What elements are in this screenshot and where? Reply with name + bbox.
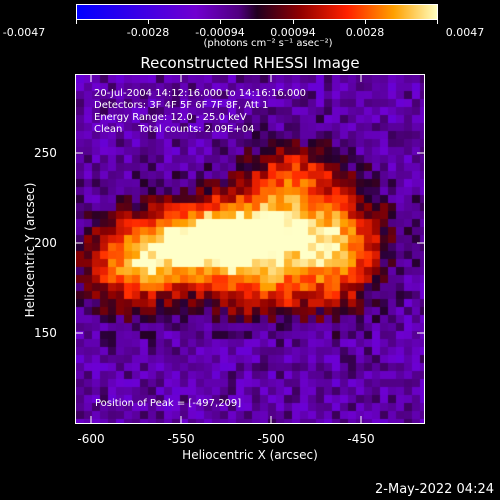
colorbar-tick — [148, 20, 149, 24]
footer-date: 2-May-2022 04:24 — [375, 482, 494, 497]
y-tick-label: 150 — [34, 326, 57, 340]
colorbar-label: -0.0047 — [2, 26, 46, 39]
colorbar-tick — [76, 20, 77, 24]
y-tick-label: 200 — [34, 236, 57, 250]
colorbar-tick — [220, 20, 221, 24]
heatmap-canvas — [76, 75, 424, 423]
image-title: Reconstructed RHESSI Image — [140, 54, 360, 72]
peak-position: Position of Peak = [-497,209] — [95, 398, 242, 409]
x-tick-label: -500 — [257, 432, 285, 446]
colorbar-label: -0.0028 — [126, 26, 170, 39]
colorbar — [76, 4, 438, 20]
colorbar-label: -0.00094 — [195, 26, 245, 39]
colorbar-tick — [437, 20, 438, 24]
info-energy-range: Energy Range: 12.0 - 25.0 keV — [94, 112, 247, 123]
y-axis-label: Heliocentric Y (arcsec) — [23, 182, 37, 318]
x-tick-label: -550 — [167, 432, 195, 446]
colorbar-tick — [293, 20, 294, 24]
info-counts: Clean Total counts: 2.09E+04 — [94, 124, 255, 135]
colorbar-tick — [365, 20, 366, 24]
info-detectors: Detectors: 3F 4F 5F 6F 7F 8F, Att 1 — [94, 100, 269, 111]
colorbar-label: 0.00094 — [270, 26, 316, 39]
info-time-range: 20-Jul-2004 14:12:16.000 to 14:16:16.000 — [94, 88, 306, 99]
colorbar-units: (photons cm⁻² s⁻¹ asec⁻²) — [203, 38, 333, 49]
colorbar-label: 0.0047 — [445, 26, 485, 39]
image-plot — [75, 74, 425, 424]
info-box: 20-Jul-2004 14:12:16.000 to 14:16:16.000… — [94, 88, 306, 136]
y-tick-label: 250 — [34, 146, 57, 160]
colorbar-label: 0.0028 — [345, 26, 385, 39]
x-tick-label: -450 — [347, 432, 375, 446]
x-axis-label: Heliocentric X (arcsec) — [182, 448, 318, 462]
x-tick-label: -600 — [77, 432, 105, 446]
